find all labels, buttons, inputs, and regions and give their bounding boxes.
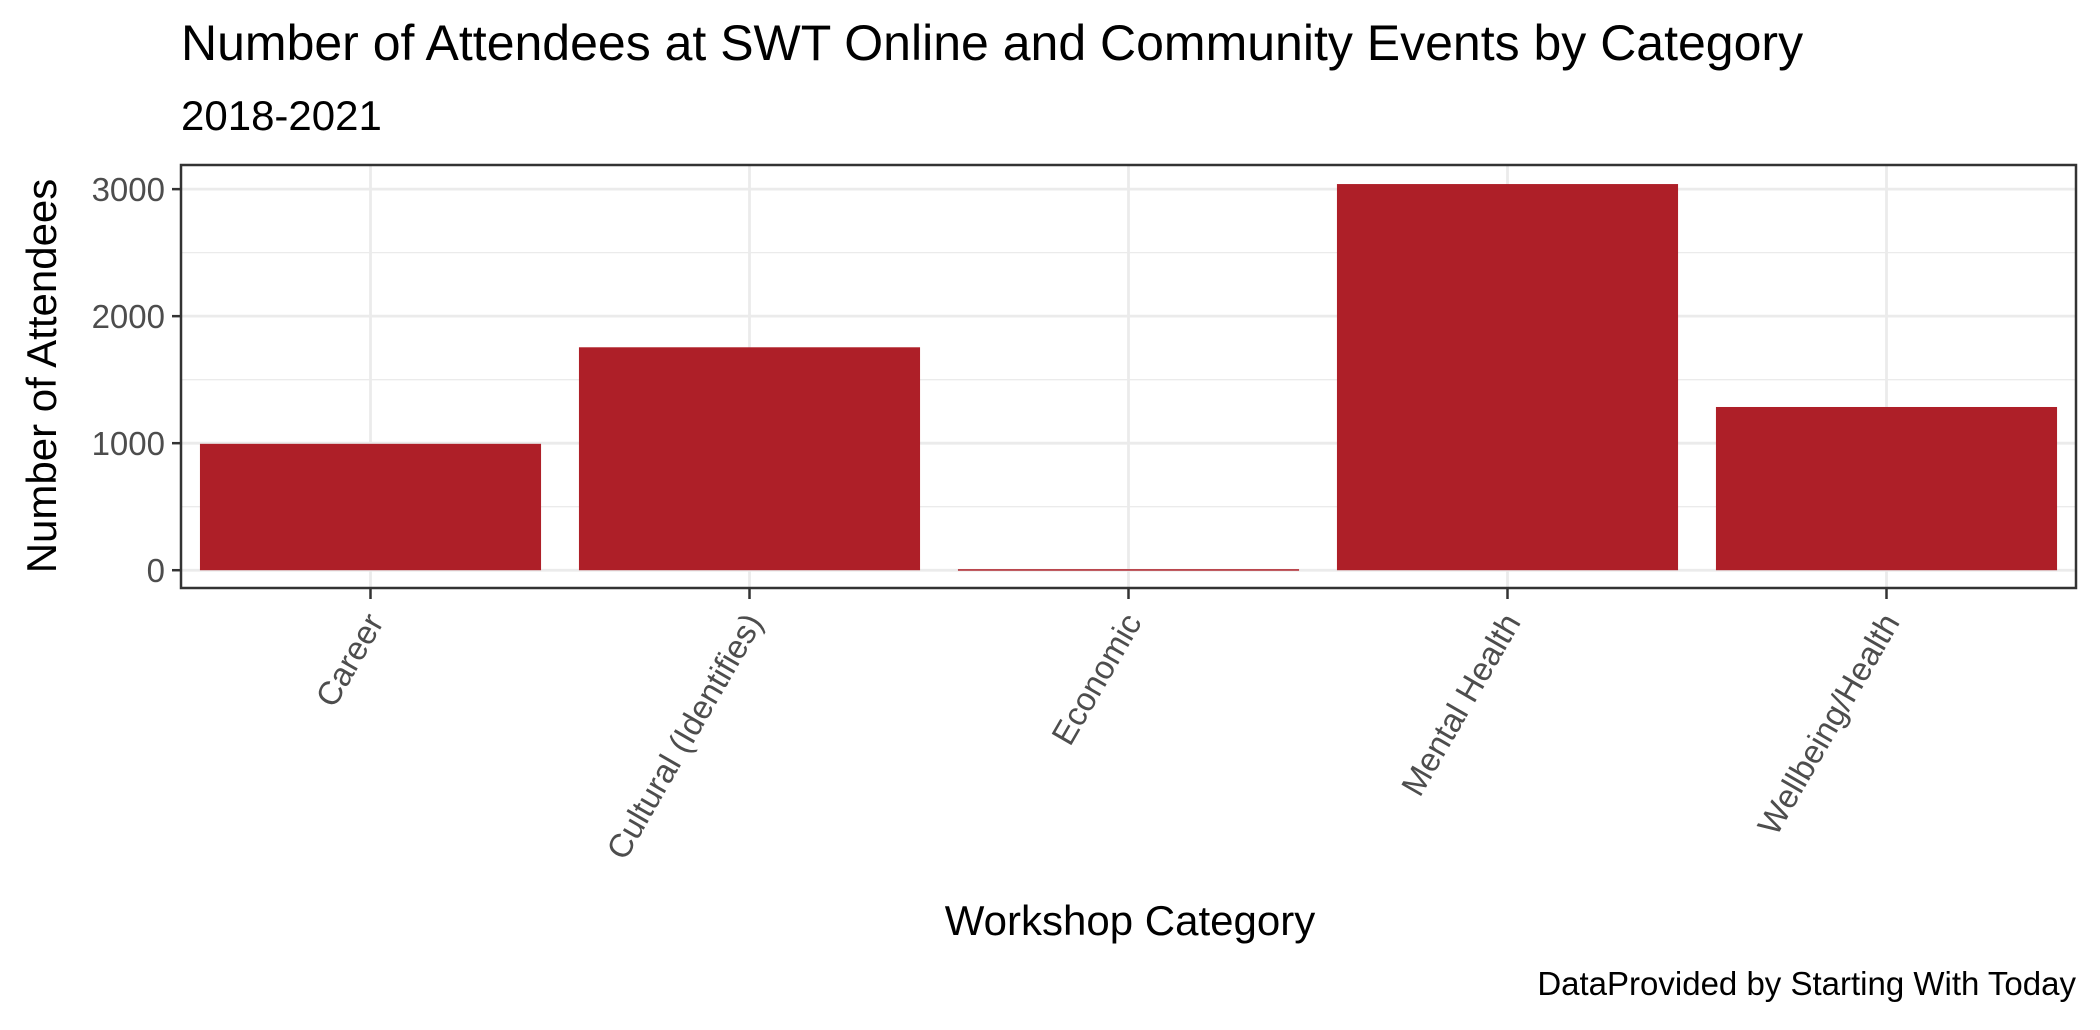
bar xyxy=(578,347,921,571)
x-axis-title: Workshop Category xyxy=(945,897,1315,944)
bar xyxy=(199,443,542,571)
y-tick-label: 0 xyxy=(147,552,165,589)
x-axis: Career Cultural (Identifies) Economic Menta… xyxy=(308,588,1907,865)
chart-caption: DataProvided by Starting With Today xyxy=(1537,965,2076,1002)
chart-subtitle: 2018-2021 xyxy=(181,92,382,139)
y-tick-label: 3000 xyxy=(92,171,165,208)
x-tick-label: Wellbeing/Health xyxy=(1750,607,1906,841)
y-tick-label: 2000 xyxy=(92,298,165,335)
bar xyxy=(1336,184,1679,571)
x-tick-label: Cultural (Identifies) xyxy=(599,607,770,865)
x-tick-label: Career xyxy=(308,607,390,713)
y-axis-title: Number of Attendees xyxy=(18,179,65,574)
x-tick-label: Economic xyxy=(1044,607,1148,751)
bar xyxy=(1715,406,2058,571)
bar xyxy=(957,569,1300,571)
y-tick-label: 1000 xyxy=(92,425,165,462)
x-tick-label: Mental Health xyxy=(1394,607,1528,802)
y-axis: 0 1000 2000 3000 xyxy=(92,171,181,589)
chart-title: Number of Attendees at SWT Online and Co… xyxy=(181,15,1803,71)
bars-layer xyxy=(199,184,2058,571)
